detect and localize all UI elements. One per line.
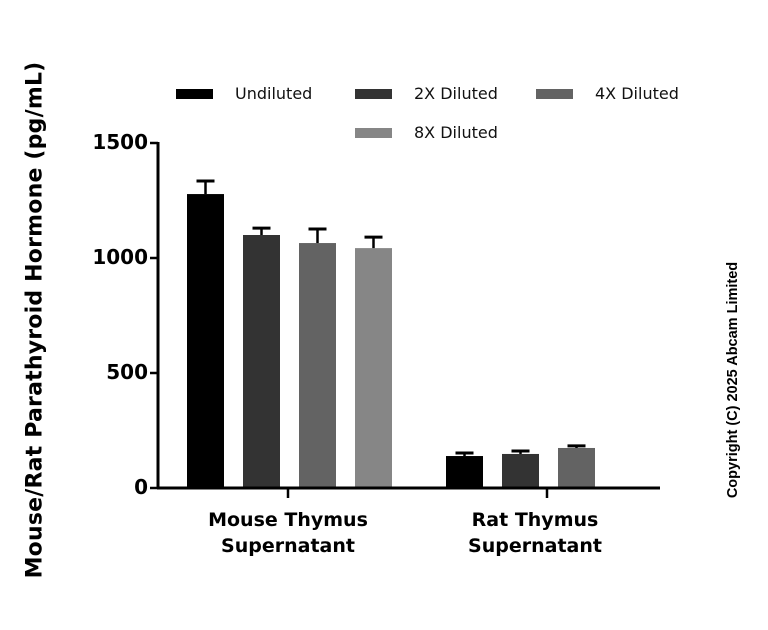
error-bars-group [196, 179, 586, 457]
bar [446, 456, 483, 488]
x-category-mouse: Mouse Thymus Supernatant [168, 507, 408, 559]
x-category-rat: Rat Thymus Supernatant [415, 507, 655, 559]
y-axis-label-container: Mouse/Rat Parathyroid Hormone (pg/mL) [0, 0, 70, 630]
bar [558, 447, 595, 488]
bar [187, 194, 224, 488]
y-tick-label-500: 500 [106, 360, 148, 384]
legend-swatch-undiluted [176, 88, 213, 99]
bars-group [187, 194, 595, 488]
legend-swatch-8x [355, 127, 392, 138]
legend-item-2x: 2X Diluted [355, 84, 498, 103]
x-category-line: Rat Thymus [471, 509, 599, 531]
legend-label: 8X Diluted [414, 123, 498, 142]
legend-label: 4X Diluted [595, 84, 679, 103]
legend-swatch-2x [355, 88, 392, 99]
legend-label: 2X Diluted [414, 84, 498, 103]
bar [502, 453, 539, 488]
bar [355, 248, 392, 488]
legend-item-8x: 8X Diluted [355, 123, 498, 142]
x-category-line: Supernatant [221, 535, 355, 557]
x-category-line: Mouse Thymus [208, 509, 368, 531]
bar [243, 235, 280, 488]
legend-label: Undiluted [235, 84, 313, 103]
legend: Undiluted 2X Diluted 4X Diluted 8X Dilut… [176, 80, 716, 150]
y-tick-label-0: 0 [134, 475, 148, 499]
y-axis-label: Mouse/Rat Parathyroid Hormone (pg/mL) [22, 61, 48, 579]
y-tick-label-1000: 1000 [92, 245, 148, 269]
legend-item-4x: 4X Diluted [536, 84, 679, 103]
legend-swatch-4x [536, 88, 573, 99]
legend-item-undiluted: Undiluted [176, 84, 312, 103]
copyright-text: Copyright (C) 2025 Abcam Limited [725, 261, 741, 499]
y-tick-label-1500: 1500 [92, 130, 148, 154]
x-category-line: Supernatant [468, 535, 602, 557]
y-ticks [150, 141, 158, 490]
bar [299, 243, 336, 488]
